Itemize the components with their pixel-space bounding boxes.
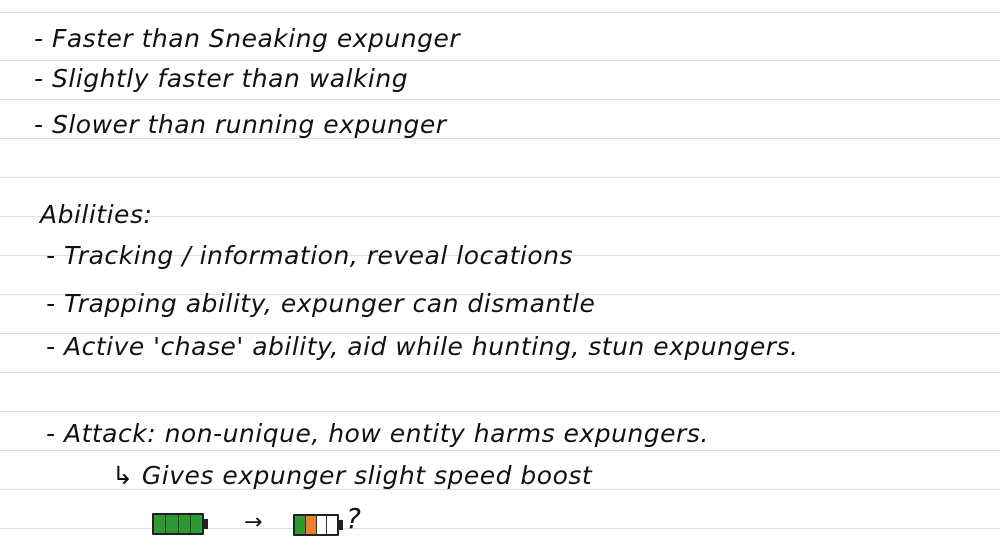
abilities-heading: Abilities: [40,200,153,229]
battery-cell [295,516,306,534]
battery-cell [166,515,179,533]
battery-nub [339,520,343,530]
battery-low-icon [293,514,339,536]
battery-cell [316,516,328,534]
battery-cell [190,515,202,533]
ability-note-3: - Active 'chase' ability, aid while hunt… [46,332,799,361]
battery-nub [204,519,208,529]
ability-note-2: - Trapping ability, expunger can dismant… [46,289,596,318]
speed-note-2: - Slightly faster than walking [34,64,409,93]
ability-note-1: - Tracking / information, reveal locatio… [46,241,573,270]
attack-note: - Attack: non-unique, how entity harms e… [46,419,709,448]
battery-cell [327,516,337,534]
battery-cell [154,515,167,533]
battery-full-icon [152,513,204,535]
battery-cell [178,515,191,533]
speed-note-1: - Faster than Sneaking expunger [34,24,461,53]
arrow-icon: → [244,510,263,535]
attack-sub-note: ↳ Gives expunger slight speed boost [112,461,593,490]
battery-cell [305,516,317,534]
speed-note-3: - Slower than running expunger [34,110,447,139]
question-mark: ? [346,502,361,535]
